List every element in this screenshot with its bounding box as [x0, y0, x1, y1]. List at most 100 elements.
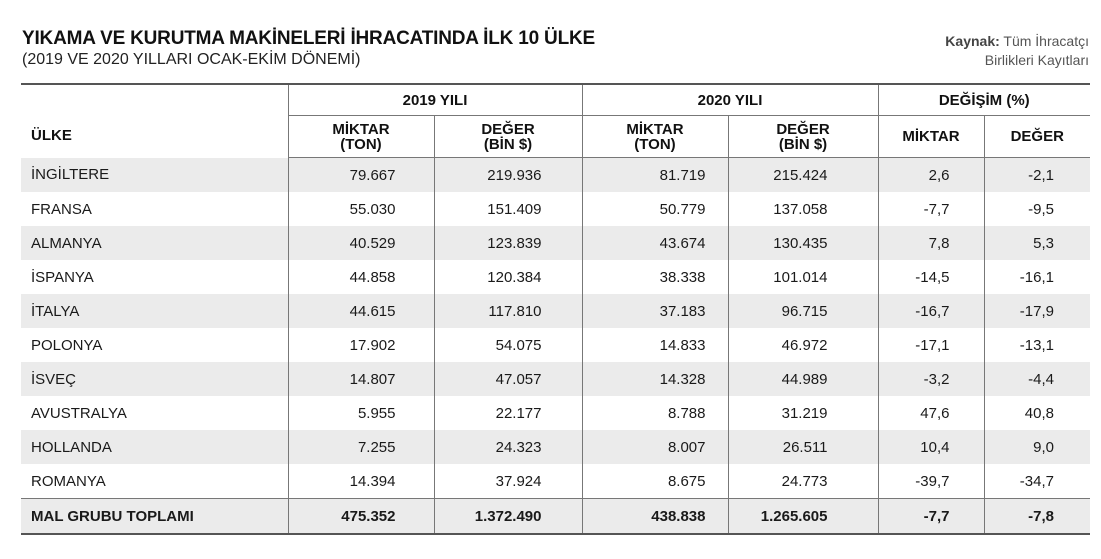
subheader-2019-value: DEĞER (BİN $): [433, 115, 582, 158]
quantity-2020-cell: 38.338: [581, 260, 728, 294]
value-2019-cell: 219.936: [433, 157, 582, 192]
country-cell: İNGİLTERE: [21, 157, 288, 192]
value-2020-cell: 26.511: [727, 430, 878, 464]
country-cell: İSVEÇ: [21, 362, 288, 396]
quantity-change-cell: 7,8: [877, 226, 984, 260]
value-2019-cell: 123.839: [433, 226, 582, 260]
quantity-change-cell: -7,7: [877, 192, 984, 226]
country-cell: İTALYA: [21, 294, 288, 328]
quantity-2020-cell: 14.328: [581, 362, 728, 396]
country-cell: HOLLANDA: [21, 430, 288, 464]
value-2020-cell: 101.014: [727, 260, 878, 294]
quantity-2020-cell: 438.838: [581, 498, 728, 535]
quantity-2019-cell: 44.858: [287, 260, 434, 294]
value-change-cell: -4,4: [983, 362, 1090, 396]
subheader-change-value: DEĞER: [983, 115, 1090, 158]
value-change-cell: -9,5: [983, 192, 1090, 226]
value-2020-cell: 96.715: [727, 294, 878, 328]
value-2019-cell: 37.924: [433, 464, 582, 499]
quantity-2019-cell: 5.955: [287, 396, 434, 430]
value-2020-cell: 137.058: [727, 192, 878, 226]
country-cell: ROMANYA: [31, 472, 106, 490]
export-table: ÜLKE 2019 YILI 2020 YILI DEĞİŞİM (%) MİK…: [21, 83, 1090, 535]
source-line-2: Birlikleri Kayıtları: [984, 52, 1089, 68]
value-2019-cell: 24.323: [433, 430, 582, 464]
quantity-2020-cell: 37.183: [581, 294, 728, 328]
table-row: İSVEÇ 14.807 47.057 14.328 44.989 -3,2 -4,4: [21, 362, 1090, 396]
value-2020-cell: 31.219: [727, 396, 878, 430]
quantity-2019-cell: 17.902: [287, 328, 434, 362]
value-2019-cell: 22.177: [433, 396, 582, 430]
subheader-2020-value: DEĞER (BİN $): [727, 115, 878, 158]
value-2019-cell: 151.409: [433, 192, 582, 226]
quantity-change-cell: -7,7: [877, 498, 984, 535]
value-change-cell: -17,9: [983, 294, 1090, 328]
table-row: İNGİLTERE 79.667 219.936 81.719 215.424 2,6 -2…: [21, 157, 1090, 192]
country-cell: ALMANYA: [21, 226, 288, 260]
country-column-header: ÜLKE: [21, 83, 288, 158]
quantity-2020-cell: 81.719: [581, 157, 728, 192]
table-row: İTALYA 44.615 117.810 37.183 96.715 -16,7 -17,…: [21, 294, 1090, 328]
table-row: HOLLANDA 7.255 24.323 8.007 26.511 10,4 9,0: [21, 430, 1090, 464]
table-header: ÜLKE 2019 YILI 2020 YILI DEĞİŞİM (%) MİK…: [21, 83, 1090, 158]
value-2019-cell: 120.384: [433, 260, 582, 294]
quantity-change-cell: -17,1: [877, 328, 984, 362]
quantity-2020-cell: 8.675: [581, 464, 728, 499]
value-2020-cell: 1.265.605: [727, 498, 878, 535]
table-row: İSPANYA 44.858 120.384 38.338 101.014 -14,5 -1…: [21, 260, 1090, 294]
quantity-2020-cell: 8.788: [581, 396, 728, 430]
value-2020-cell: 44.989: [727, 362, 878, 396]
quantity-2019-cell: 7.255: [287, 430, 434, 464]
value-2019-cell: 117.810: [433, 294, 582, 328]
value-2019-cell: 47.057: [433, 362, 582, 396]
value-2019-cell: 1.372.490: [433, 498, 582, 535]
value-change-cell: 5,3: [983, 226, 1090, 260]
quantity-change-cell: -39,7: [877, 464, 984, 499]
table-body: İNGİLTERE 79.667 219.936 81.719 215.424 2,6 -2…: [21, 157, 1090, 535]
table-subtitle: (2019 VE 2020 YILLARI OCAK-EKİM DÖNEMİ): [22, 51, 361, 68]
quantity-2019-cell: 55.030: [287, 192, 434, 226]
value-change-cell: -13,1: [983, 328, 1090, 362]
quantity-2020-cell: 8.007: [581, 430, 728, 464]
subheader-2019-quantity: MİKTAR (TON): [287, 115, 434, 158]
value-change-cell: -34,7: [983, 464, 1090, 499]
group-header-2019: 2019 YILI: [287, 83, 582, 116]
quantity-change-cell: 10,4: [877, 430, 984, 464]
quantity-change-cell: -14,5: [877, 260, 984, 294]
quantity-2019-cell: 40.529: [287, 226, 434, 260]
quantity-2019-cell: 14.807: [287, 362, 434, 396]
source-note: Kaynak: Tüm İhracatçı Birlikleri Kayıtla…: [945, 32, 1089, 70]
value-2020-cell: 46.972: [727, 328, 878, 362]
group-header-2020: 2020 YILI: [581, 83, 878, 116]
table-row: FRANSA 55.030 151.409 50.779 137.058 -7,7 -9,5: [21, 192, 1090, 226]
value-change-cell: 9,0: [983, 430, 1090, 464]
value-change-cell: 40,8: [983, 396, 1090, 430]
value-2020-cell: 24.773: [727, 464, 878, 499]
quantity-change-cell: 2,6: [877, 157, 984, 192]
table-row: ROMANYA 14.394 37.924 8.675 24.773 -39,7 -34,7: [21, 464, 1090, 499]
value-change-cell: -7,8: [983, 498, 1090, 535]
country-cell: POLONYA: [31, 336, 103, 354]
country-cell: İSPANYA: [31, 268, 94, 286]
subheader-change-quantity: MİKTAR: [877, 115, 984, 158]
value-2019-cell: 54.075: [433, 328, 582, 362]
value-change-cell: -16,1: [983, 260, 1090, 294]
value-2020-cell: 130.435: [727, 226, 878, 260]
table-title: YIKAMA VE KURUTMA MAKİNELERİ İHRACATINDA…: [22, 28, 595, 49]
source-line-1: Tüm İhracatçı: [1003, 33, 1089, 49]
country-cell: MAL GRUBU TOPLAMI: [21, 498, 288, 535]
quantity-2019-cell: 475.352: [287, 498, 434, 535]
country-cell: AVUSTRALYA: [31, 404, 127, 422]
table-row: ALMANYA 40.529 123.839 43.674 130.435 7,8 5,3: [21, 226, 1090, 260]
quantity-2019-cell: 14.394: [287, 464, 434, 499]
quantity-2019-cell: 79.667: [287, 157, 434, 192]
table-row: POLONYA 17.902 54.075 14.833 46.972 -17,1 -13,…: [21, 328, 1090, 362]
country-cell: FRANSA: [31, 200, 92, 218]
quantity-change-cell: 47,6: [877, 396, 984, 430]
quantity-2019-cell: 44.615: [287, 294, 434, 328]
group-header-change: DEĞİŞİM (%): [877, 83, 1090, 116]
value-2020-cell: 215.424: [727, 157, 878, 192]
quantity-change-cell: -16,7: [877, 294, 984, 328]
quantity-2020-cell: 50.779: [581, 192, 728, 226]
